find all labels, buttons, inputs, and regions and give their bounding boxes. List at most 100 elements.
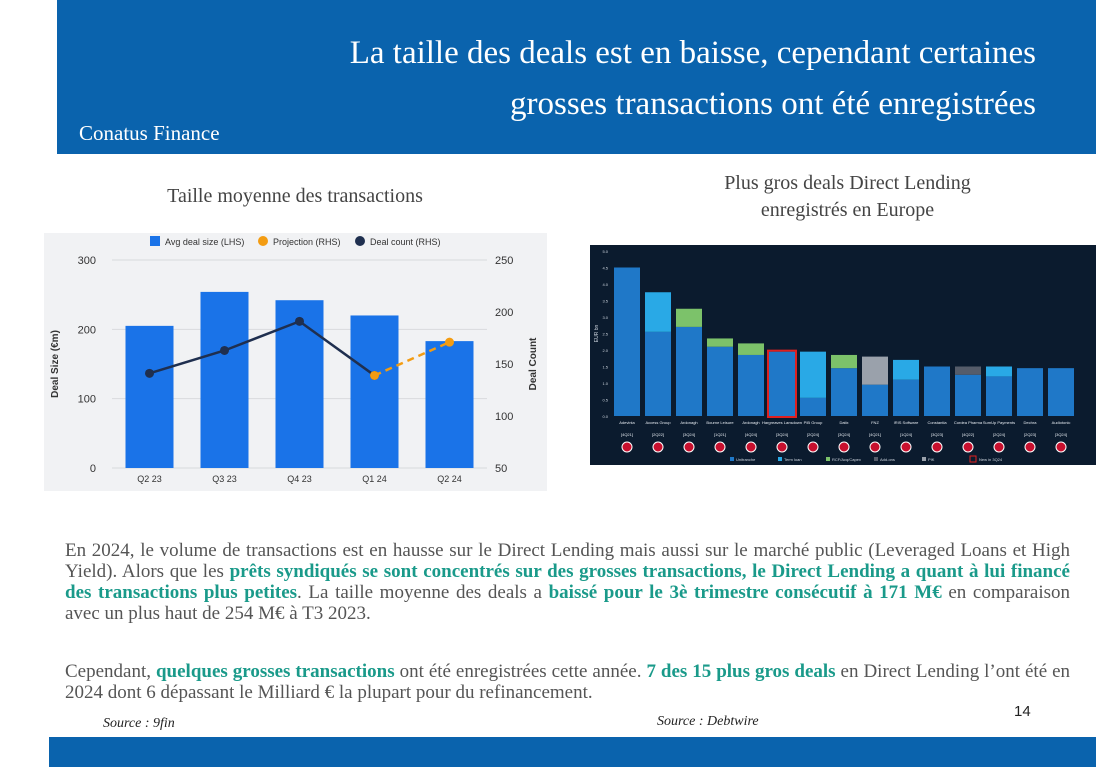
bar-segment-unitranche [614,267,640,416]
x-tick-label: Adevinta [619,420,635,425]
y2-tick-label: 100 [495,411,513,423]
legend-swatch [922,457,926,461]
p1-highlight-2: baissé pour le 3è trimestre consécutif à… [548,582,942,603]
bar-segment-unitranche [862,384,888,416]
flag-icon [1055,441,1067,453]
legend-label: Deal count (RHS) [370,237,441,247]
flag-icon [993,441,1005,453]
bar-segment-unitranche [707,346,733,416]
bar-segment-rcf-acq-capex [707,338,733,347]
x-tick-label: Constantia [927,420,947,425]
p1-text-1: En 2024, le volume de transactions est e… [65,540,1070,582]
quarter-label: [4Q22] [962,432,974,437]
bar-segment-unitranche [955,374,981,416]
left-chart-subtitle: Taille moyenne des transactions [167,185,423,207]
bar-segment-unitranche [676,326,702,416]
title-line-1: La taille des deals est en baisse, cepen… [349,35,1036,71]
bar-segment-term-loan [800,351,826,398]
projection-line [373,341,451,377]
title-line-2: grosses transactions ont été enregistrée… [509,86,1036,122]
bar-segment-unitranche [924,366,950,416]
flag-icon [776,441,788,453]
deal-count-point [220,345,229,355]
y-tick-label: 2.0 [602,348,608,353]
bar-segment-unitranche [769,351,795,416]
x-tick-label: FNZ [871,420,879,425]
x-tick-label: PIB Group [804,420,823,425]
y-tick-label: 4.0 [602,282,608,287]
p1-text-3: en comparaison avec un plus haut de 254 … [65,582,1071,624]
flag-icon [900,441,912,453]
flag-icon [621,441,633,453]
bar-avg-deal-size [425,341,474,468]
bar-segment-unitranche [800,397,826,416]
flag-icon [838,441,850,453]
bar-segment-unitranche [738,354,764,416]
legend-swatch [826,457,830,461]
p1-text-2: . La taille moyenne des deals a [297,582,549,603]
right-subtitle-line-2: enregistrés en Europe [760,199,935,221]
legend-swatch [778,457,782,461]
quarter-label: [2Q24] [993,432,1005,437]
x-tick-label: Cordea Pharma [954,420,983,425]
highlight-frame [767,349,797,418]
quarter-label: [4Q21] [869,432,881,437]
bar-segment-term-loan [893,359,919,380]
quarter-label: [3Q24] [776,432,788,437]
y-tick-label: 1.5 [602,365,608,370]
y2-axis-label: Deal Count [528,337,539,390]
right-chart-subtitle: Plus gros deals Direct Lending enregistr… [660,170,1035,224]
p1-highlight-1: prêts syndiqués se sont concentrés sur d… [65,561,1070,603]
avg-deal-size-chart: 0 100 200 300 50 100 150 200 250 Deal Size (€m) De… [44,233,547,491]
bar-segment-unitranche [1017,368,1043,416]
x-tick-label: Access Group [645,420,671,425]
bar-segment-rcf-acq-capex [831,354,857,369]
bar-segment-unitranche [1048,368,1074,416]
flag-icon [683,441,695,453]
y-tick-label: 0.5 [602,398,608,403]
flag-icon [745,441,757,453]
quarter-label: [2Q22] [652,432,664,437]
legend-label: Projection (RHS) [273,237,341,247]
bar-segment-rcf-acq-capex [676,308,702,327]
quarter-label: [2Q24] [807,432,819,437]
bar-segment-unitranche [893,379,919,416]
x-tick-label: Dechra [1024,420,1038,425]
quarter-label: [2Q23] [1024,432,1036,437]
quarter-label: [1Q21] [714,432,726,437]
x-tick-label: IRIS Software [894,420,919,425]
x-tick-label: Q2 23 [137,474,162,484]
footer-banner [49,737,1096,767]
bar-avg-deal-size [350,315,399,468]
legend-label: Term loan [784,457,802,462]
quarter-label: [3Q24] [838,432,850,437]
largest-deals-chart-svg: 0.0 0.5 1.0 1.5 2.0 2.5 3.0 3.5 4.0 4.5 5.0 EUR bn A… [594,249,1074,463]
page-title: La taille des deals est en baisse, cepen… [136,28,1036,130]
bar-segment-unitranche [831,368,857,416]
legend-label: Add-ons [880,457,895,462]
x-tick-label: Bourne Leisure [706,420,734,425]
deal-count-point [295,316,304,326]
flag-icon [652,441,664,453]
bar-segment-term-loan [645,292,671,332]
legend-label: PIK [928,457,935,462]
bar-segment-unitranche [986,376,1012,416]
y-tick-label: 300 [78,255,96,267]
avg-deal-size-chart-svg: 0 100 200 300 50 100 150 200 250 Deal Size (€m) De… [50,236,539,484]
flag-icon [714,441,726,453]
y-tick-label: 3.0 [602,315,608,320]
x-tick-label: Hargreaves Lansdown [762,420,802,425]
bar-avg-deal-size [200,291,249,468]
projection-point [445,337,454,347]
brand-name: Conatus Finance [79,121,220,145]
deal-count-line [149,319,376,377]
paragraph-1: En 2024, le volume de transactions est e… [65,540,1070,624]
flag-icon [962,441,974,453]
legend-label: Unitranche [736,457,756,462]
x-tick-label: Q1 24 [362,474,387,484]
largest-deals-chart: 0.0 0.5 1.0 1.5 2.0 2.5 3.0 3.5 4.0 4.5 5.0 EUR bn A… [590,245,1096,465]
x-tick-label: Q3 23 [212,474,237,484]
flag-icon [869,441,881,453]
y-tick-label: 1.0 [602,381,608,386]
y2-tick-label: 200 [495,307,513,319]
